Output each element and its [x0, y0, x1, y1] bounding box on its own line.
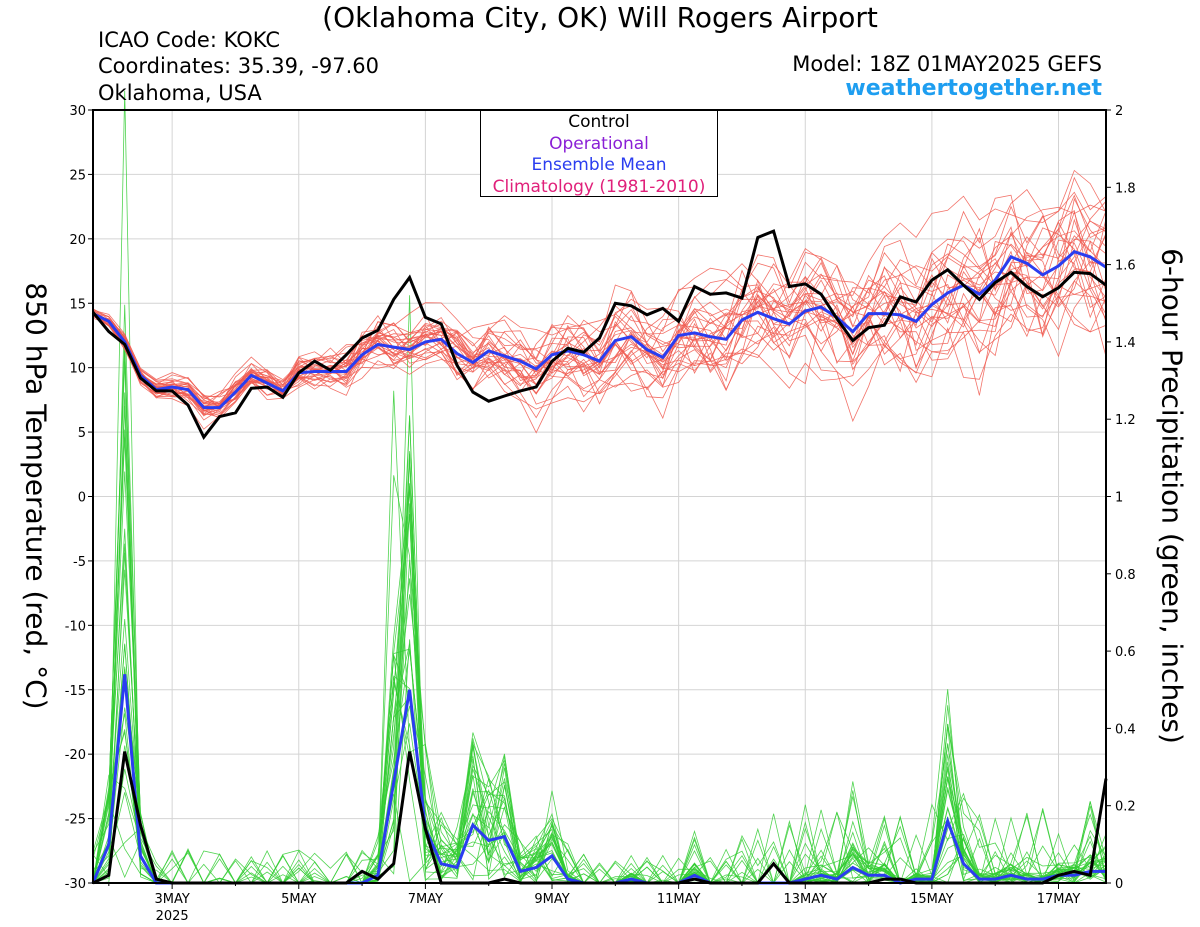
y-right-tick-label: 0	[1115, 877, 1123, 892]
precip-member-line	[92, 457, 1107, 884]
legend: Control Operational Ensemble Mean Climat…	[480, 110, 718, 197]
temp-member-line	[92, 176, 1107, 410]
y-right-tick-label: 2	[1115, 104, 1123, 119]
legend-climatology: Climatology (1981-2010)	[492, 176, 706, 197]
temp-control-line	[91, 229, 1107, 441]
y-right-tick-label: 1.6	[1115, 259, 1136, 274]
y-left-tick-label: -15	[65, 684, 86, 699]
model-run: Model: 18Z 01MAY2025 GEFS	[792, 52, 1102, 76]
precip-member-line	[92, 503, 1107, 884]
precip-member-lines	[92, 90, 1107, 885]
temp-member-line	[92, 250, 1107, 413]
temp-member-line	[92, 221, 1107, 423]
y-left-tick-label: 30	[69, 104, 86, 119]
temp-member-lines	[92, 169, 1107, 434]
y-left-tick-label: -30	[65, 877, 86, 892]
x-tick-label: 7MAY	[408, 892, 443, 907]
x-tick-label: 5MAY	[281, 892, 316, 907]
y-left-tick-label: 0	[78, 491, 86, 506]
y-left-tick-label: 15	[69, 297, 86, 312]
precip-member-line	[92, 475, 1107, 884]
y-axis-right-title: 6-hour Precipitation (green, inches)	[1155, 248, 1189, 744]
temp-member-line	[92, 210, 1107, 411]
x-tick-label: 13MAY	[783, 892, 827, 907]
y-left-tick-label: 25	[69, 168, 86, 183]
y-right-tick-label: 0.8	[1115, 568, 1136, 583]
legend-operational: Operational	[549, 133, 649, 154]
x-tick-label: 3MAY	[154, 892, 189, 907]
temp-member-line	[92, 220, 1107, 415]
page-title: (Oklahoma City, OK) Will Rogers Airport	[322, 1, 878, 34]
y-left-tick-label: 20	[69, 233, 86, 248]
x-tick-sublabel: 2025	[156, 909, 189, 924]
y-left-tick-label: -10	[65, 619, 86, 634]
site-link[interactable]: weathertogether.net	[845, 76, 1102, 101]
temp-member-line	[92, 230, 1107, 400]
y-right-tick-label: 1.4	[1115, 336, 1136, 351]
legend-control: Control	[568, 112, 630, 132]
y-axis-left-title: 850 hPa Temperature (red, °C)	[19, 282, 53, 710]
icao-code: ICAO Code: KOKC	[98, 28, 281, 52]
x-tick-label: 11MAY	[657, 892, 701, 907]
y-right-tick-label: 1.2	[1115, 413, 1136, 428]
temp-member-line	[92, 274, 1107, 418]
temp-ensemble-mean-line	[92, 250, 1107, 410]
y-left-tick-label: 10	[69, 362, 86, 377]
y-left-tick-label: -20	[65, 748, 86, 763]
y-right-tick-label: 1	[1115, 491, 1123, 506]
precip-member-line	[92, 676, 1107, 884]
legend-ensemble-mean: Ensemble Mean	[531, 155, 667, 175]
x-tick-label: 9MAY	[534, 892, 569, 907]
y-right-tick-label: 0.6	[1115, 645, 1136, 660]
precip-member-line	[92, 437, 1107, 884]
y-left-tick-label: 5	[78, 426, 86, 441]
y-left-tick-label: -5	[73, 555, 86, 570]
temp-member-line	[92, 191, 1107, 419]
y-right-tick-label: 0.2	[1115, 800, 1136, 815]
x-tick-label: 15MAY	[910, 892, 954, 907]
temp-member-line	[92, 188, 1107, 417]
y-left-tick-label: -25	[65, 813, 86, 828]
x-tick-label: 17MAY	[1037, 892, 1081, 907]
temp-member-line	[92, 211, 1107, 408]
y-right-tick-label: 0.4	[1115, 722, 1136, 737]
axis-ticks: -30-25-20-15-10-505101520253000.20.40.60…	[65, 104, 1136, 924]
y-right-tick-label: 1.8	[1115, 181, 1136, 196]
coordinates: Coordinates: 35.39, -97.60	[98, 54, 379, 78]
temp-member-line	[92, 226, 1107, 408]
region: Oklahoma, USA	[98, 81, 262, 105]
precip-member-line	[92, 543, 1107, 884]
precip-ensemble-mean-line	[91, 674, 1106, 885]
precip-member-line	[92, 552, 1107, 884]
